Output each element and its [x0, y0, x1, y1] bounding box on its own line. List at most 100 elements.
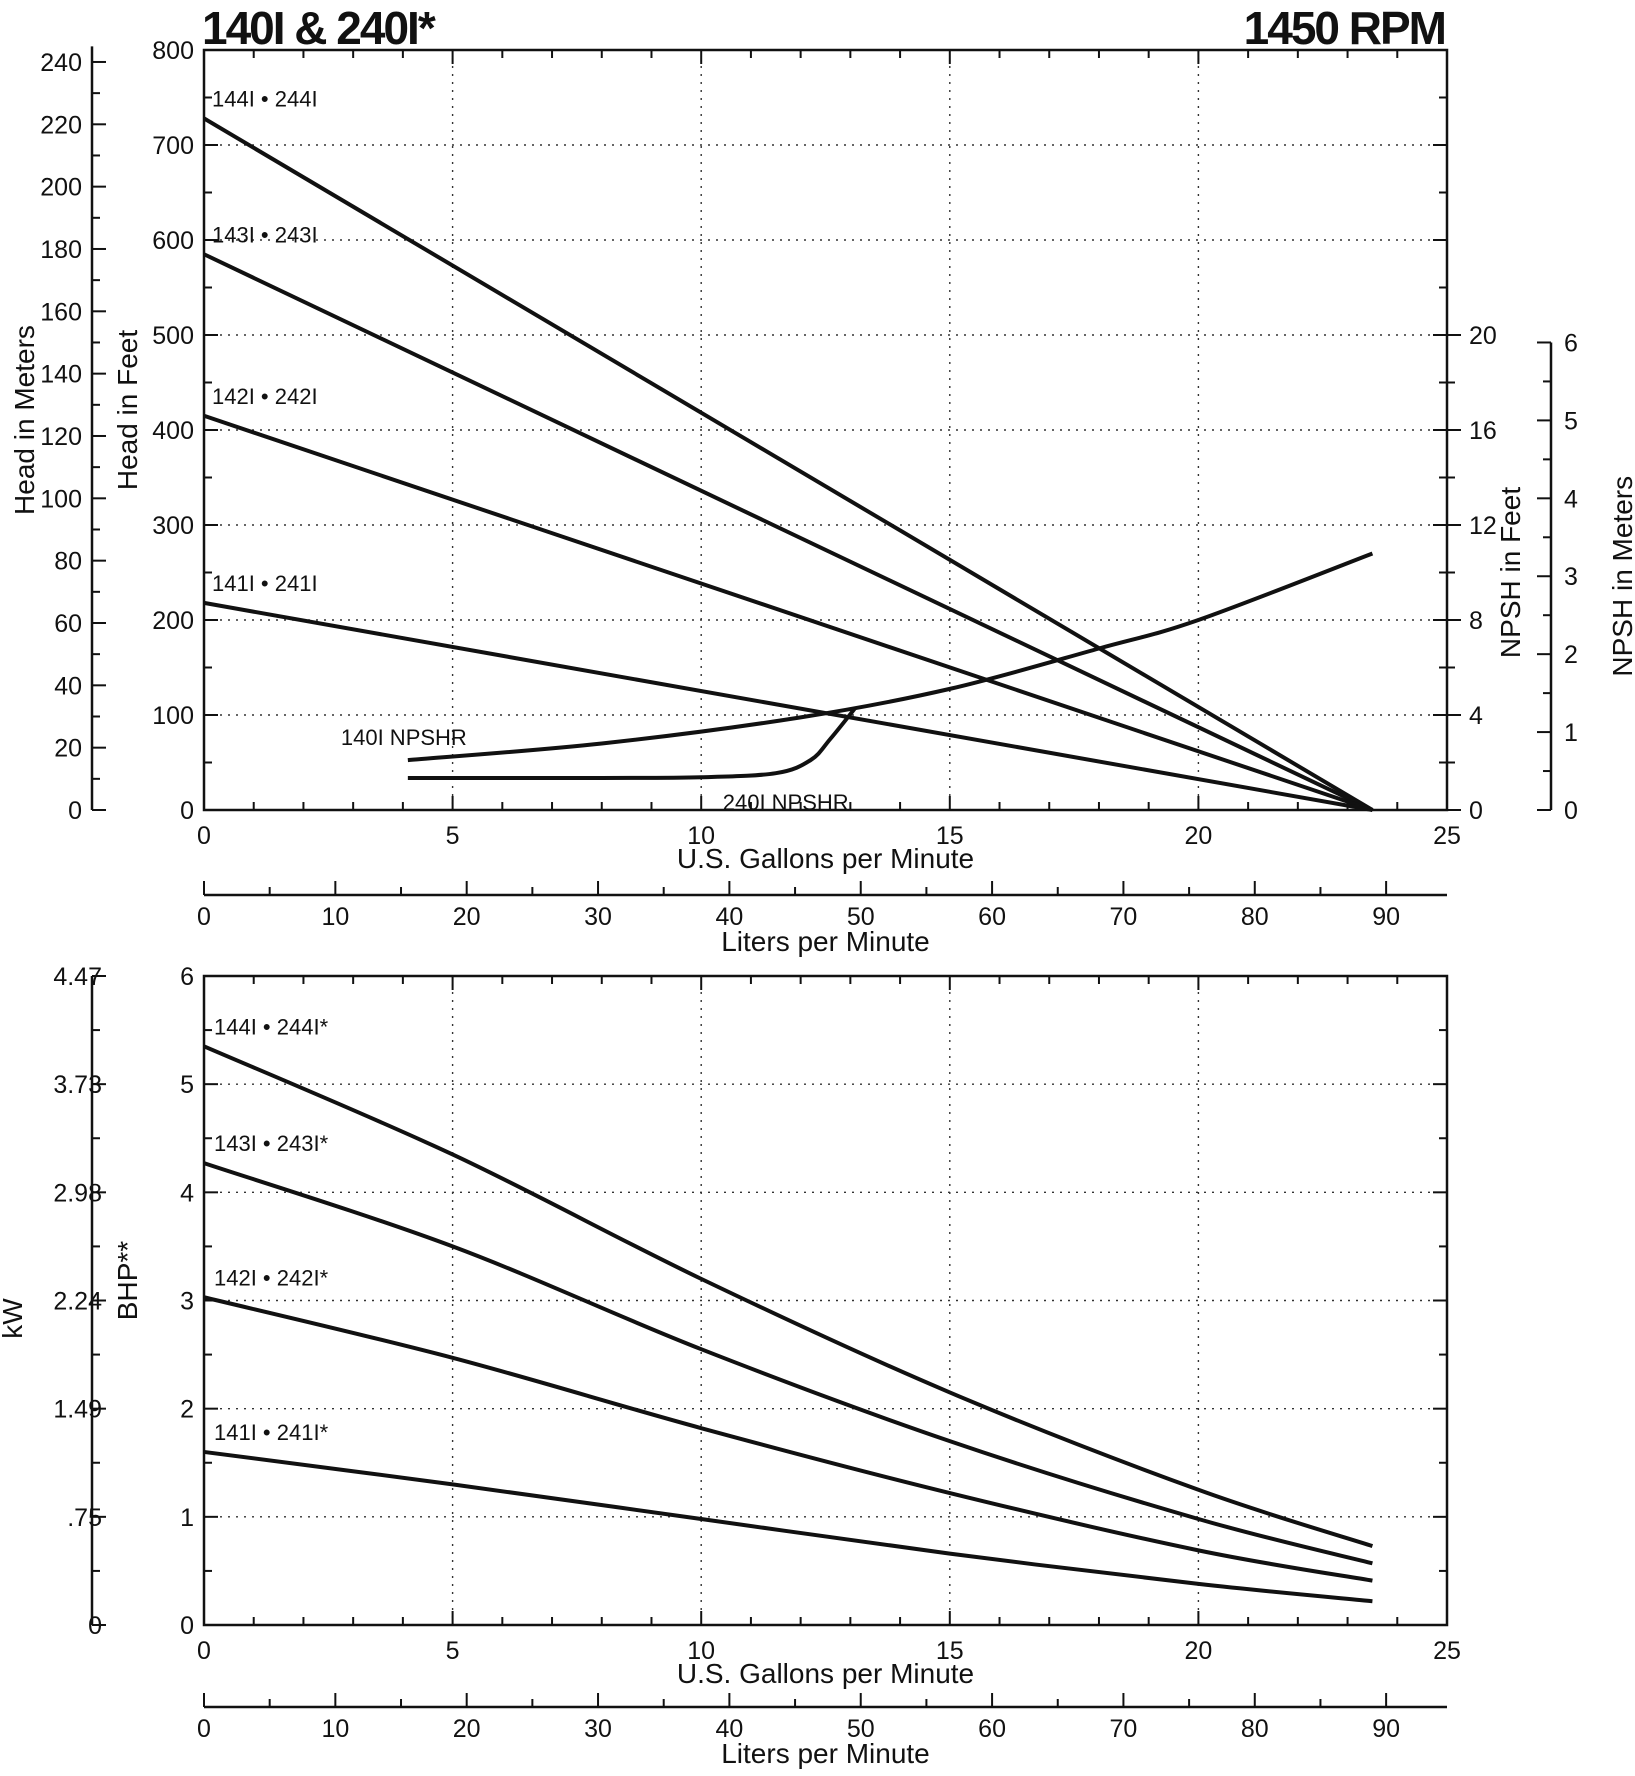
power-series-label: 143I • 243I*: [214, 1131, 329, 1156]
meters-tick-label: 220: [40, 111, 82, 139]
kw-tick-label: .75: [67, 1504, 102, 1532]
npshr-240-line: [407, 706, 857, 780]
power-liters-tick-label: 50: [847, 1715, 875, 1743]
kw-tick-label: 1.49: [53, 1396, 102, 1424]
head-series-line: [203, 600, 1373, 812]
feet-tick-label: 100: [152, 702, 194, 730]
power-x-tick-label: 20: [1184, 1637, 1212, 1665]
power-series-line: [203, 1449, 1373, 1604]
power-liters-tick-label: 30: [584, 1715, 612, 1743]
power-liters-tick-label: 40: [715, 1715, 743, 1743]
npshr-140-line: [407, 551, 1374, 763]
head-x-tick-label: 20: [1184, 822, 1212, 850]
bhp-tick-label: 4: [180, 1179, 194, 1207]
head-liters-tick-label: 10: [321, 903, 349, 931]
power-series-line: [203, 1161, 1373, 1566]
chart-title-right: 1450 RPM: [1243, 2, 1447, 54]
power-x-axis-label: U.S. Gallons per Minute: [677, 1658, 974, 1689]
meters-tick-label: 160: [40, 298, 82, 326]
npsh-meters-tick-label: 1: [1564, 719, 1578, 747]
bhp-tick-label: 5: [180, 1071, 194, 1099]
head-x-tick-label: 15: [936, 822, 964, 850]
npsh-meters-tick-label: 0: [1564, 797, 1578, 825]
meters-tick-label: 40: [54, 672, 82, 700]
power-x-tick-label: 25: [1433, 1637, 1461, 1665]
head-series-label: 141I • 241I: [212, 571, 318, 596]
bhp-tick-label: 6: [180, 963, 194, 991]
head-series-label: 144I • 244I: [212, 86, 318, 111]
kw-axis-label: kW: [0, 1298, 28, 1339]
head-x-tick-label: 0: [197, 822, 211, 850]
power-x-tick-label: 10: [687, 1637, 715, 1665]
feet-tick-label: 400: [152, 417, 194, 445]
kw-tick-label: 0: [88, 1612, 102, 1640]
power-series-label: 141I • 241I*: [214, 1420, 329, 1445]
power-liters-tick-label: 0: [197, 1715, 211, 1743]
head-series-line: [202, 116, 1374, 812]
power-liters-tick-label: 10: [321, 1715, 349, 1743]
npsh-feet-tick-label: 16: [1469, 417, 1497, 445]
power-series-label: 142I • 242I*: [214, 1265, 329, 1290]
meters-tick-label: 140: [40, 361, 82, 389]
meters-tick-label: 120: [40, 423, 82, 451]
feet-tick-label: 500: [152, 322, 194, 350]
meters-tick-label: 100: [40, 485, 82, 513]
feet-axis-label: Head in Feet: [112, 330, 143, 491]
npshr-140-label: 140I NPSHR: [341, 725, 467, 750]
npsh-feet-tick-label: 0: [1469, 797, 1483, 825]
power-liters-axis-label: Liters per Minute: [721, 1738, 930, 1769]
bhp-tick-label: 2: [180, 1396, 194, 1424]
npsh-feet-tick-label: 12: [1469, 512, 1497, 540]
power-x-tick-label: 15: [936, 1637, 964, 1665]
bhp-tick-label: 0: [180, 1612, 194, 1640]
kw-tick-label: 4.47: [53, 963, 102, 991]
npsh-meters-axis-label: NPSH in Meters: [1607, 476, 1635, 677]
power-series-line: [203, 1295, 1373, 1583]
power-x-tick-label: 0: [197, 1637, 211, 1665]
head-series-line: [203, 252, 1374, 812]
bhp-tick-label: 1: [180, 1504, 194, 1532]
head-x-tick-label: 25: [1433, 822, 1461, 850]
chart-title-left: 140I & 240I*: [202, 2, 436, 54]
bhp-tick-label: 3: [180, 1288, 194, 1316]
power-series-label: 144I • 244I*: [214, 1014, 329, 1039]
head-liters-tick-label: 50: [847, 903, 875, 931]
head-liters-tick-label: 60: [978, 903, 1006, 931]
head-x-axis-label: U.S. Gallons per Minute: [677, 843, 974, 874]
feet-tick-label: 200: [152, 607, 194, 635]
bhp-axis-label: BHP**: [112, 1241, 143, 1320]
npsh-meters-tick-label: 6: [1564, 329, 1578, 357]
feet-tick-label: 700: [152, 132, 194, 160]
npsh-feet-axis-label: NPSH in Feet: [1495, 487, 1526, 658]
head-liters-tick-label: 0: [197, 903, 211, 931]
head-liters-tick-label: 20: [453, 903, 481, 931]
head-series-label: 143I • 243I: [212, 222, 318, 247]
head-liters-tick-label: 40: [715, 903, 743, 931]
meters-tick-label: 240: [40, 49, 82, 77]
meters-axis-label: Head in Meters: [9, 325, 40, 515]
meters-tick-label: 80: [54, 548, 82, 576]
kw-tick-label: 3.73: [53, 1071, 102, 1099]
head-x-tick-label: 10: [687, 822, 715, 850]
meters-tick-label: 20: [54, 735, 82, 763]
head-liters-axis-label: Liters per Minute: [721, 926, 930, 957]
feet-tick-label: 0: [180, 797, 194, 825]
npsh-meters-tick-label: 2: [1564, 641, 1578, 669]
meters-tick-label: 60: [54, 610, 82, 638]
kw-tick-label: 2.98: [53, 1179, 102, 1207]
power-liters-tick-label: 90: [1372, 1715, 1400, 1743]
npsh-meters-tick-label: 5: [1564, 407, 1578, 435]
power-series-line: [203, 1044, 1374, 1548]
npshr-240-label: 240I NPSHR: [723, 790, 849, 815]
head-x-tick-label: 5: [446, 822, 460, 850]
power-liters-tick-label: 70: [1110, 1715, 1138, 1743]
feet-tick-label: 600: [152, 227, 194, 255]
npsh-feet-tick-label: 4: [1469, 702, 1483, 730]
head-series-label: 142I • 242I: [212, 384, 318, 409]
head-liters-tick-label: 80: [1241, 903, 1269, 931]
power-liters-tick-label: 60: [978, 1715, 1006, 1743]
meters-tick-label: 0: [68, 797, 82, 825]
feet-tick-label: 800: [152, 37, 194, 65]
power-liters-tick-label: 80: [1241, 1715, 1269, 1743]
meters-tick-label: 180: [40, 236, 82, 264]
